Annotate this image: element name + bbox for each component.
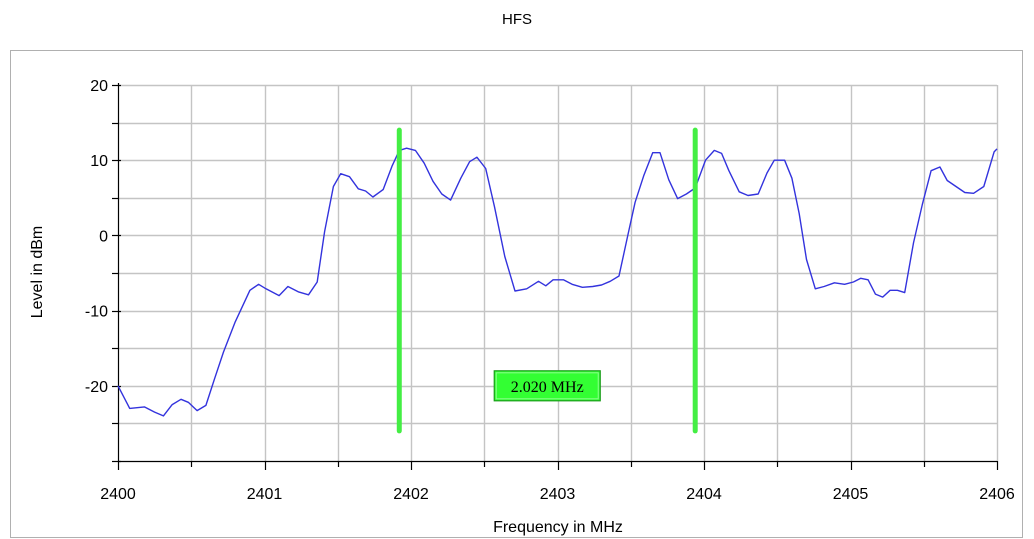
x-tick-label: 2403 — [540, 486, 576, 503]
y-tick-label: 10 — [90, 153, 108, 170]
y-tick-label: 0 — [99, 228, 108, 245]
annotation-box-inner — [495, 372, 599, 400]
series-layer — [117, 147, 998, 417]
y-axis-label: Level in dBm — [29, 226, 46, 319]
annotation-box — [493, 370, 601, 402]
chart-title: HFS — [502, 11, 532, 28]
y-tick-label: -20 — [85, 379, 108, 396]
axes — [117, 83, 997, 463]
y-tick-label: -10 — [85, 304, 108, 321]
marker-layer — [396, 127, 698, 434]
x-tick-label: 2402 — [393, 486, 429, 503]
x-tick-label: 2404 — [686, 486, 722, 503]
series-line — [117, 147, 998, 417]
plot-frame — [10, 50, 1023, 538]
x-tick-label: 2406 — [979, 486, 1015, 503]
tick-marks — [112, 84, 999, 470]
grid — [118, 84, 999, 461]
x-tick-label: 2400 — [100, 486, 136, 503]
x-tick-label: 2405 — [833, 486, 869, 503]
y-tick-label: 20 — [90, 78, 108, 95]
x-tick-label: 2401 — [247, 486, 283, 503]
tick-labels: 2400 2401 2402 2403 2404 2405 2406 -20 -10 0 10 20 — [85, 78, 1015, 503]
annotation-layer: 2.020 MHz — [493, 370, 601, 402]
x-axis-label: Frequency in MHz — [493, 519, 623, 536]
annotation-label: 2.020 MHz — [511, 379, 584, 396]
